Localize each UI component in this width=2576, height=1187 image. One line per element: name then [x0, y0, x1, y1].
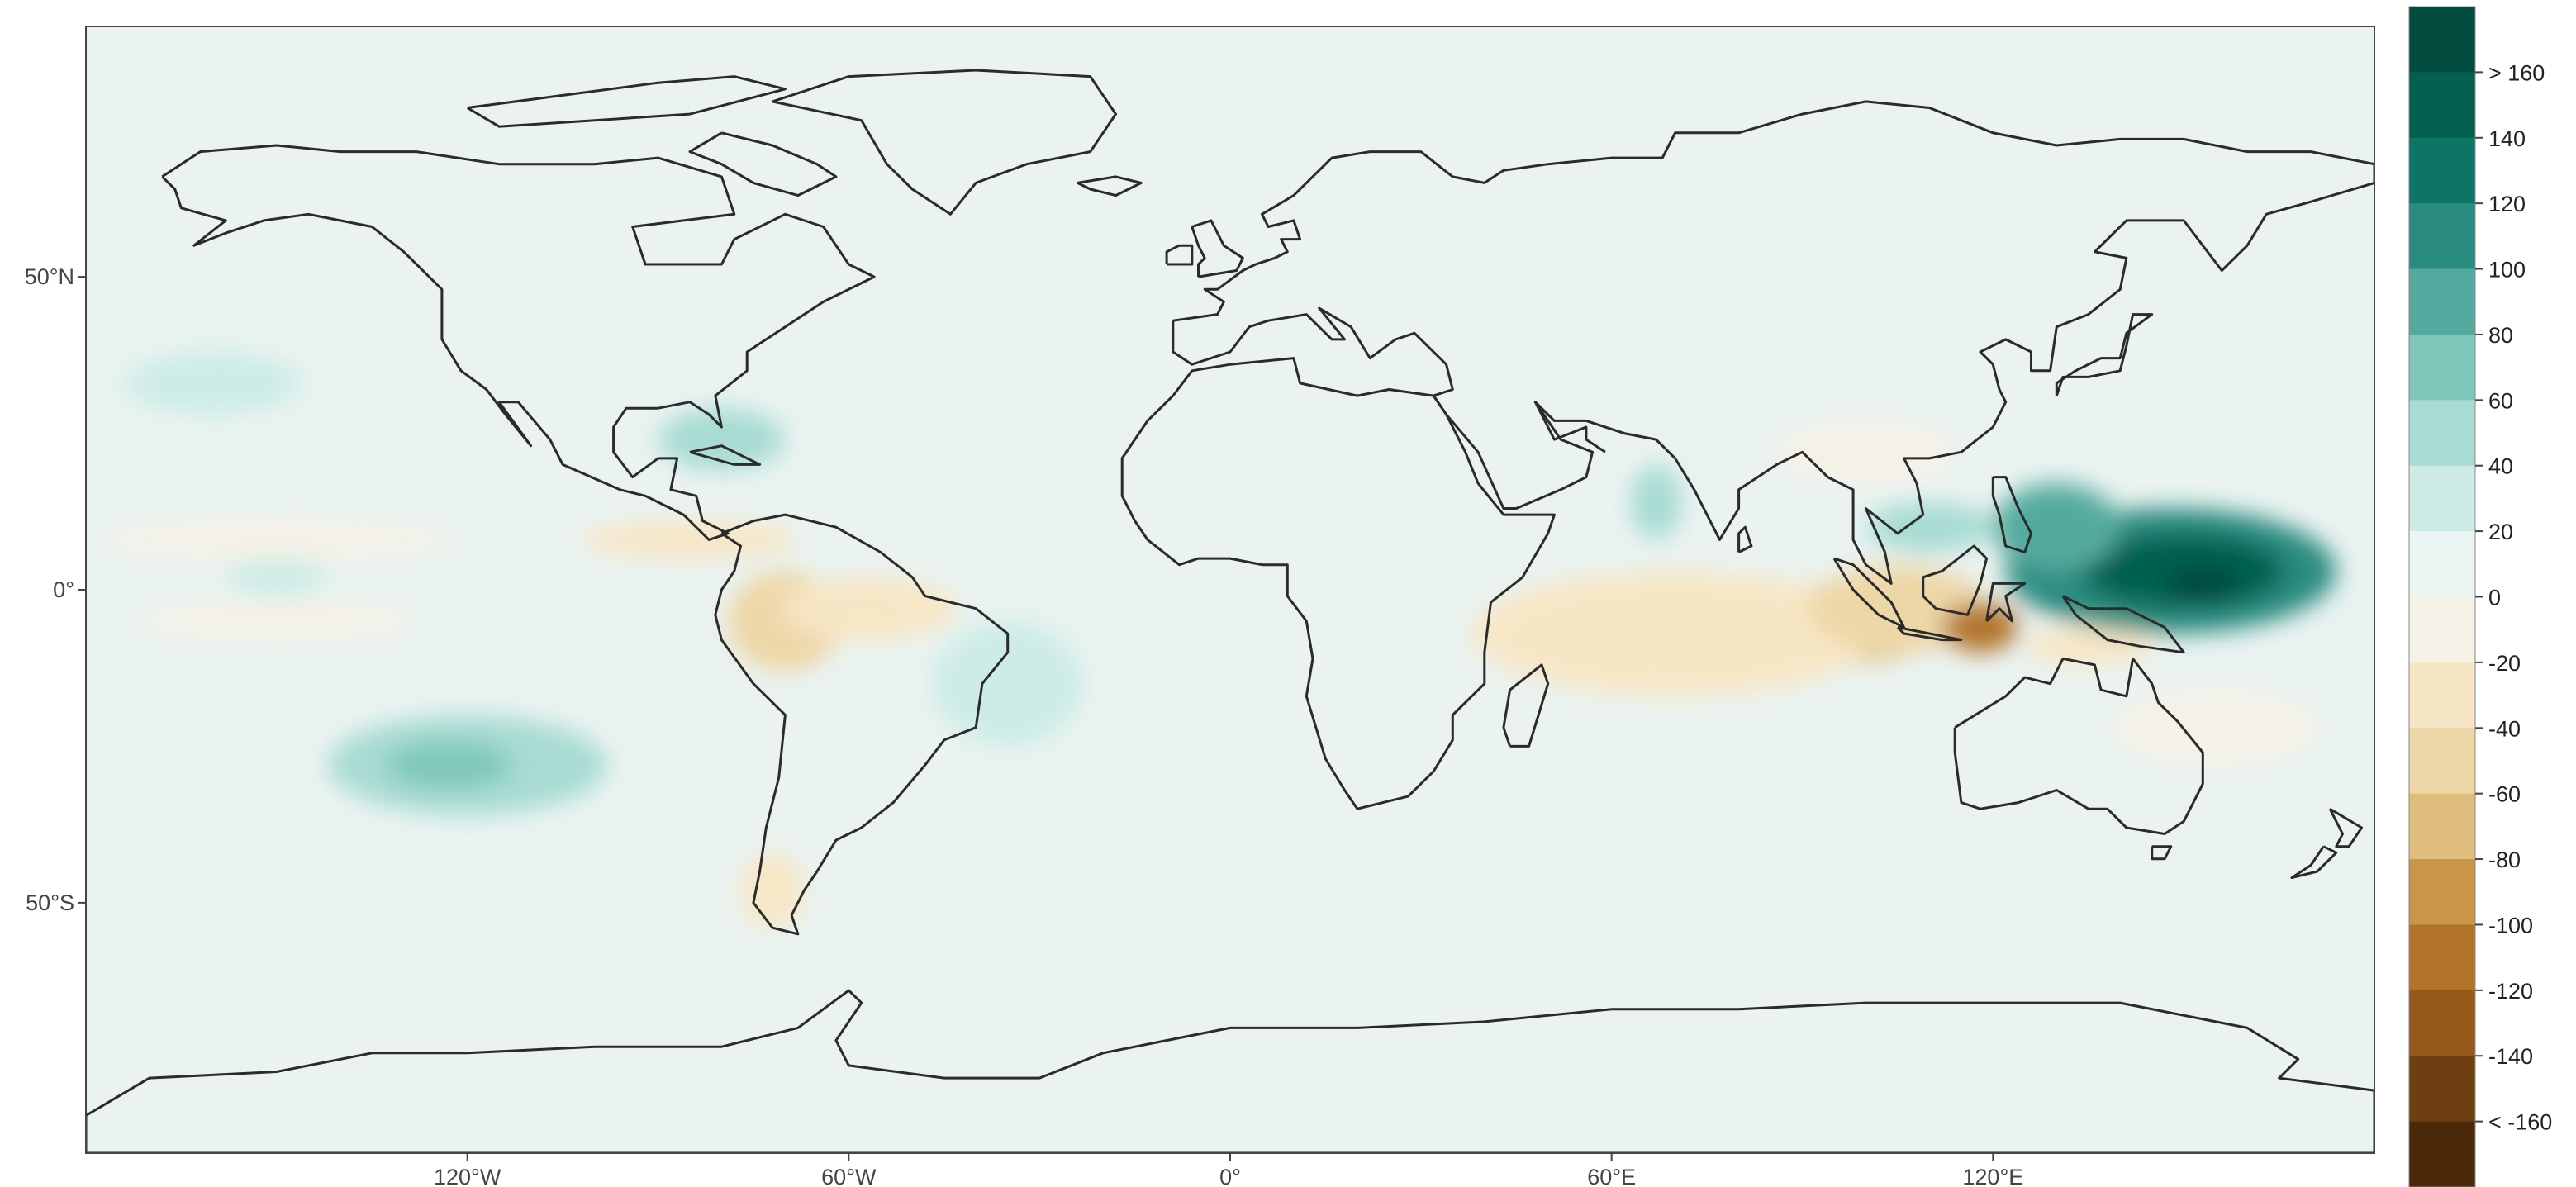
coastline-new-guinea [2061, 595, 2185, 654]
colorbar-swatch [2409, 334, 2475, 401]
colorbar-label: -60 [2488, 782, 2521, 807]
colorbar-swatch [2409, 990, 2475, 1056]
coastline-sulawesi [1985, 582, 2027, 623]
anomaly-blob [2024, 627, 2152, 665]
coastline-britain [1191, 219, 1244, 278]
colorbar-swatch [2409, 531, 2475, 597]
colorbar-label: 80 [2488, 323, 2513, 348]
anomaly-blob [1471, 571, 1879, 696]
coastline-baffin [688, 131, 838, 197]
anomaly-field [98, 352, 2336, 928]
x-tick-label: 120°E [1962, 1165, 2023, 1187]
coastline-iceland [1077, 175, 1143, 197]
colorbar-swatch [2409, 465, 2475, 532]
colorbar-swatch [2409, 1056, 2475, 1123]
anomaly-blob [2113, 690, 2317, 766]
colorbar-label: -40 [2488, 716, 2521, 741]
colorbar-swatch [2409, 662, 2475, 729]
anomaly-blob [1630, 464, 1682, 540]
coastline-north-america [161, 144, 876, 541]
coastline-borneo [1922, 544, 1989, 616]
anomaly-blob [1776, 420, 1956, 484]
colorbar-label: 40 [2488, 454, 2513, 479]
coastline-tasmania [2151, 845, 2173, 861]
coastline-ireland [1165, 244, 1194, 266]
colorbar-swatch [2409, 924, 2475, 991]
anomaly-blob [1942, 602, 2019, 653]
colorbar-swatch [2409, 596, 2475, 663]
colorbar-swatch [2409, 793, 2475, 860]
colorbar-swatch [2409, 203, 2475, 270]
coastline-new-zealand-s [2290, 845, 2338, 880]
colorbar-swatch [2409, 1121, 2475, 1187]
colorbar-label: -100 [2488, 913, 2533, 938]
colorbar-swatch [2409, 859, 2475, 925]
y-tick-label: 50°N [25, 264, 74, 289]
anomaly-blob [1865, 501, 1994, 553]
coastline-arctic-islands [466, 75, 787, 128]
anomaly-blob [226, 558, 328, 596]
coastline-greenland [772, 69, 1117, 216]
y-tick-label: 0° [53, 577, 74, 602]
colorbar-label: 0 [2488, 586, 2501, 610]
anomaly-blob [136, 602, 417, 640]
coastline-australia [1953, 657, 2204, 835]
coastline-cuba [689, 444, 762, 466]
colorbar-label: 140 [2488, 126, 2526, 151]
colorbar-label: 120 [2488, 192, 2526, 216]
longitude-axis: 120°W 60°W 0° 60°E 120°E [434, 1153, 2023, 1187]
anomaly-blob [582, 520, 798, 559]
coastline-eurasia [1172, 100, 2374, 585]
x-tick-label: 0° [1219, 1165, 1241, 1187]
anomaly-blob [1808, 564, 1987, 653]
colorbar-swatch [2409, 728, 2475, 795]
coastline-antarctica [86, 989, 2374, 1153]
anomaly-blob [931, 620, 1085, 747]
colorbar-label: -120 [2488, 979, 2533, 1004]
colorbar-label: -80 [2488, 848, 2521, 872]
y-tick-label: 50°S [26, 890, 74, 915]
coastline-new-zealand-n [2328, 807, 2364, 848]
anomaly-blob [98, 520, 455, 559]
colorbar-label: -140 [2488, 1044, 2533, 1069]
anomaly-blob [658, 408, 786, 472]
coastline-madagascar [1502, 663, 1550, 748]
anomaly-blob [384, 739, 512, 791]
colorbar-label: 100 [2488, 258, 2526, 283]
colorbar-swatch [2409, 137, 2475, 204]
x-tick-label: 120°W [434, 1165, 501, 1187]
coastline-south-america [714, 513, 1010, 936]
coastline-philippines [1991, 476, 2032, 553]
colorbar-label: -20 [2488, 651, 2521, 676]
anomaly-blob [124, 352, 302, 415]
anomaly-blob [1993, 483, 2121, 572]
anomaly-blob [740, 852, 805, 928]
colorbar-label: > 160 [2488, 60, 2545, 85]
coastline-japan [2055, 313, 2154, 396]
coastline-java [1896, 626, 1963, 642]
anomaly-blob [778, 577, 958, 640]
x-tick-label: 60°W [821, 1165, 877, 1187]
colorbar-legend: > 160 140 120 100 80 60 40 20 0 -20 -40 -60 -80 -100 -… [2408, 6, 2552, 1187]
coastlines [86, 69, 2374, 1153]
colorbar-swatch [2409, 268, 2475, 335]
colorbar-swatch [2409, 400, 2475, 467]
coastline-sri-lanka [1737, 525, 1753, 553]
anomaly-blob [2165, 564, 2241, 603]
coastline-africa [1120, 357, 1556, 810]
colorbar-label: 60 [2488, 388, 2513, 413]
colorbar-label: < -160 [2488, 1110, 2552, 1135]
colorbar-swatch [2409, 72, 2475, 139]
latitude-axis: 50°N 0° 50°S [25, 264, 86, 915]
coastline-arabia-gulf [1533, 401, 1606, 453]
x-tick-label: 60°E [1587, 1165, 1636, 1187]
colorbar-swatch [2409, 7, 2475, 73]
colorbar-label: 20 [2488, 520, 2513, 544]
